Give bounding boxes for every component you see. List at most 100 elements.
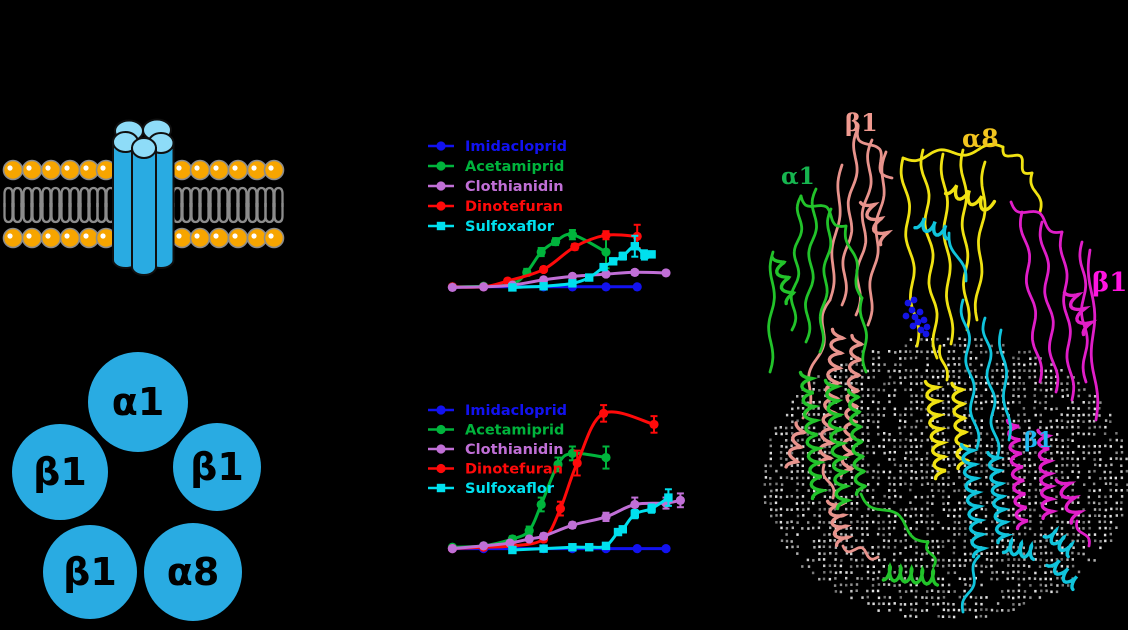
lipid-head bbox=[2, 227, 24, 249]
chart-legend: Imidacloprid Acetamiprid Clothianidin Dinot… bbox=[428, 139, 567, 235]
lipid-head bbox=[59, 227, 81, 249]
lipid-tail bbox=[190, 186, 201, 207]
data-marker bbox=[661, 268, 671, 278]
subunit-circle bbox=[144, 523, 242, 621]
data-marker bbox=[567, 230, 578, 240]
legend-item-acetamiprid: Acetamiprid bbox=[428, 159, 564, 175]
subunit-label: α1 bbox=[112, 380, 165, 424]
legend-label: Imidacloprid bbox=[465, 403, 567, 419]
lipid-tail bbox=[199, 186, 210, 207]
lipid-tail bbox=[209, 186, 220, 207]
lipid-head-highlight bbox=[26, 165, 32, 171]
lipid-head-highlight bbox=[83, 165, 89, 171]
data-marker bbox=[585, 543, 594, 552]
data-marker bbox=[568, 543, 577, 552]
pentamer-subunit-α8-4: α8 bbox=[144, 523, 242, 621]
data-marker bbox=[630, 499, 640, 510]
ligand-spheres bbox=[902, 296, 931, 338]
series-sulfoxaflor bbox=[508, 234, 656, 292]
lipid-head-highlight bbox=[268, 233, 274, 239]
lipid-head bbox=[208, 159, 230, 181]
chain-beta1-magenta bbox=[1005, 200, 1100, 548]
lipid-head-highlight bbox=[194, 165, 200, 171]
data-marker bbox=[539, 282, 548, 291]
lipid-tail bbox=[181, 186, 192, 207]
lipid-head bbox=[263, 227, 285, 249]
subunit-circle bbox=[12, 424, 108, 520]
lipid-head-highlight bbox=[251, 233, 257, 239]
channel-cylinder-top bbox=[131, 137, 157, 159]
channel-cylinder bbox=[131, 147, 157, 276]
legend-item-sulfoxaflor: Sulfoxaflor bbox=[428, 219, 555, 235]
chain-beta1-cyan bbox=[913, 217, 1079, 614]
legend-label: Acetamiprid bbox=[465, 159, 564, 175]
lipid-head bbox=[40, 227, 62, 249]
data-marker bbox=[567, 520, 578, 530]
data-marker bbox=[479, 541, 489, 551]
lipid-tail bbox=[3, 186, 14, 207]
pentamer-subunit-α1-0: α1 bbox=[88, 352, 188, 452]
lipid-head-highlight bbox=[64, 233, 70, 239]
legend-item-imidacloprid: Imidacloprid bbox=[428, 403, 567, 419]
lipid-head-highlight bbox=[176, 165, 182, 171]
data-marker bbox=[568, 279, 577, 288]
series-clothianidin bbox=[447, 492, 686, 554]
dose-response-chart-bottom: Imidacloprid Acetamiprid Clothianidin Dinot… bbox=[428, 403, 686, 555]
data-marker bbox=[601, 512, 611, 522]
pentamer-stoichiometry-diagram: α1 β1 β1 β1 α8 bbox=[12, 352, 261, 621]
lipid-head-highlight bbox=[26, 233, 32, 239]
legend-marker bbox=[436, 444, 446, 454]
lipid-head-highlight bbox=[100, 165, 106, 171]
legend-label: Sulfoxaflor bbox=[465, 481, 555, 497]
data-marker bbox=[553, 459, 563, 470]
data-marker bbox=[447, 282, 457, 293]
data-marker bbox=[675, 495, 686, 505]
data-marker bbox=[479, 282, 489, 292]
subunit-label: β1 bbox=[63, 550, 117, 594]
legend-label: Clothianidin bbox=[465, 442, 564, 458]
subunit-label: β1 bbox=[33, 450, 87, 494]
legend-item-sulfoxaflor: Sulfoxaflor bbox=[428, 481, 555, 497]
lipid-head-highlight bbox=[213, 233, 219, 239]
lipid-head-highlight bbox=[176, 233, 182, 239]
lipid-head-highlight bbox=[64, 165, 70, 171]
lipid-tail bbox=[3, 203, 14, 224]
series-line bbox=[450, 498, 682, 551]
lipid-tail bbox=[273, 203, 284, 224]
chart-legend: Imidacloprid Acetamiprid Clothianidin Dinot… bbox=[428, 403, 567, 497]
lipid-head bbox=[78, 227, 100, 249]
lipid-tail bbox=[247, 186, 258, 207]
chain-label-2-α1: α1 bbox=[781, 163, 815, 190]
data-marker bbox=[447, 544, 457, 554]
data-marker bbox=[661, 544, 671, 554]
data-marker bbox=[536, 247, 546, 257]
lipid-tail bbox=[96, 203, 107, 224]
data-marker bbox=[524, 526, 534, 536]
data-marker bbox=[551, 237, 561, 247]
data-marker bbox=[539, 264, 549, 275]
lipid-tail bbox=[264, 203, 275, 224]
lipid-tail bbox=[264, 186, 275, 207]
data-marker bbox=[536, 499, 546, 510]
lipid-head bbox=[21, 227, 43, 249]
chain-alpha8-yellow bbox=[899, 142, 1043, 481]
lipid-tail bbox=[96, 186, 107, 207]
pentamer-subunit-β1-3: β1 bbox=[43, 525, 137, 619]
legend-label: Dinotefuran bbox=[465, 199, 563, 215]
lipid-head-highlight bbox=[213, 165, 219, 171]
lipid-tail bbox=[256, 203, 267, 224]
subunit-circle bbox=[173, 423, 261, 511]
lipid-tail bbox=[181, 203, 192, 224]
lipid-head bbox=[2, 159, 24, 181]
data-marker bbox=[647, 504, 656, 513]
lipid-tail bbox=[50, 186, 61, 207]
lipid-tail bbox=[50, 203, 61, 224]
lipid-head bbox=[171, 227, 193, 249]
lipid-tail bbox=[256, 186, 267, 207]
lipid-head-highlight bbox=[232, 233, 238, 239]
chain-label-1-α8: α8 bbox=[962, 124, 999, 153]
lipid-head bbox=[189, 227, 211, 249]
chain-beta1-salmon bbox=[784, 126, 894, 561]
data-marker bbox=[570, 242, 580, 252]
